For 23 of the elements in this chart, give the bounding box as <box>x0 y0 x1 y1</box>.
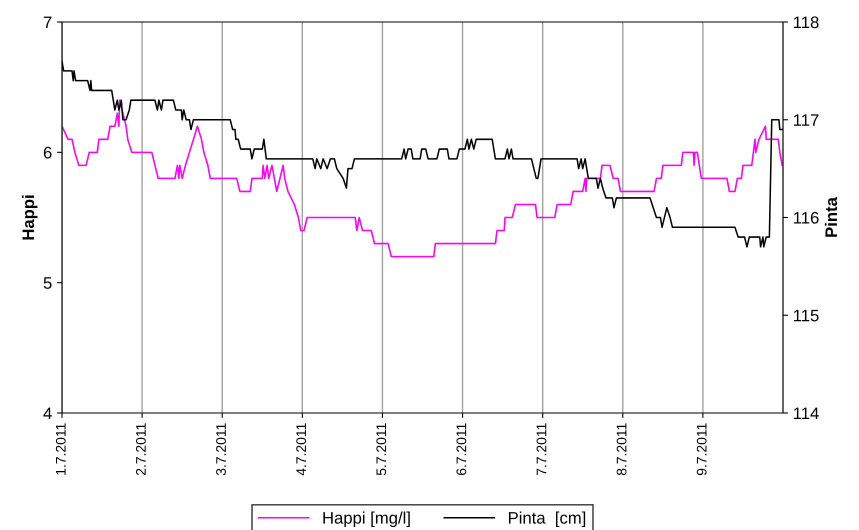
y2-tick-label: 118 <box>794 16 819 28</box>
y2-axis-title: Pinta <box>824 197 838 237</box>
x-tick-label: 8.7.2011 <box>616 423 627 476</box>
x-tick-label: 4.7.2011 <box>296 423 306 476</box>
x-tick-label: 2.7.2011 <box>136 423 146 476</box>
x-tick-label: 1.7.2011 <box>56 423 66 475</box>
y-tick-label: 5 <box>44 277 52 289</box>
x-tick-label: 6.7.2011 <box>456 423 466 476</box>
x-tick-label: 9.7.2011 <box>696 423 707 476</box>
legend-label: Pinta [cm] <box>508 511 586 528</box>
x-tick-label: 5.7.2011 <box>376 423 386 476</box>
y-tick-label: 4 <box>43 408 52 420</box>
y2-tick-label: 114 <box>794 408 819 420</box>
y2-tick-label: 115 <box>794 310 819 322</box>
line-series <box>62 99 783 258</box>
x-tick-label: 7.7.2011 <box>536 423 546 476</box>
x-tick-label: 3.7.2011 <box>216 423 226 476</box>
y-axis-title: Happi <box>22 196 38 240</box>
legend-label: Happi [mg/l] <box>323 511 410 528</box>
y-tick-label: 6 <box>44 146 52 159</box>
y-tick-label: 7 <box>44 16 52 28</box>
y2-tick-label: 116 <box>794 212 819 224</box>
y2-tick-label: 117 <box>794 114 818 126</box>
